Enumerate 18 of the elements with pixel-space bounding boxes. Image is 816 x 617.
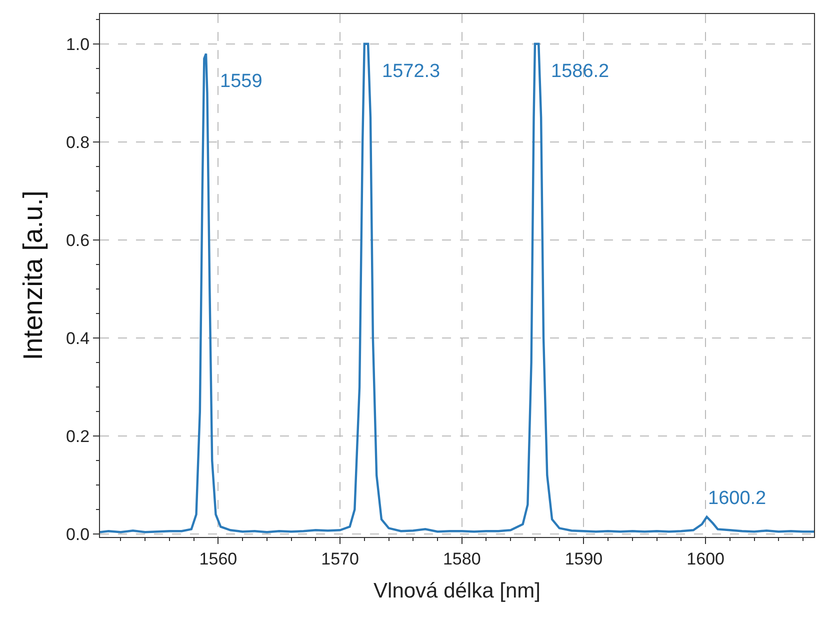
y-tick-label: 0.4 (66, 328, 90, 348)
y-tick-label: 0.8 (66, 132, 90, 152)
y-tick-label: 0.2 (66, 426, 90, 446)
y-axis-title: Intenzita [a.u.] (18, 190, 48, 360)
annotation: 1559 (220, 71, 262, 92)
x-tick-label: 1560 (199, 549, 238, 568)
y-tick-label: 0.0 (66, 525, 90, 544)
line-series (100, 42, 814, 534)
x-tick-label: 1570 (321, 549, 359, 568)
annotation: 1600.2 (708, 488, 766, 509)
annotation: 1586.2 (551, 61, 610, 82)
x-tick-label: 1580 (442, 549, 481, 568)
x-axis-title: Vlnová délka [nm] (374, 580, 540, 603)
y-tick-label: 0.6 (66, 230, 90, 250)
x-tick-label: 1590 (564, 549, 603, 568)
y-tick-label: 1.0 (66, 34, 90, 54)
annotation: 1572.3 (382, 61, 440, 82)
x-tick-label: 1600 (686, 549, 724, 568)
